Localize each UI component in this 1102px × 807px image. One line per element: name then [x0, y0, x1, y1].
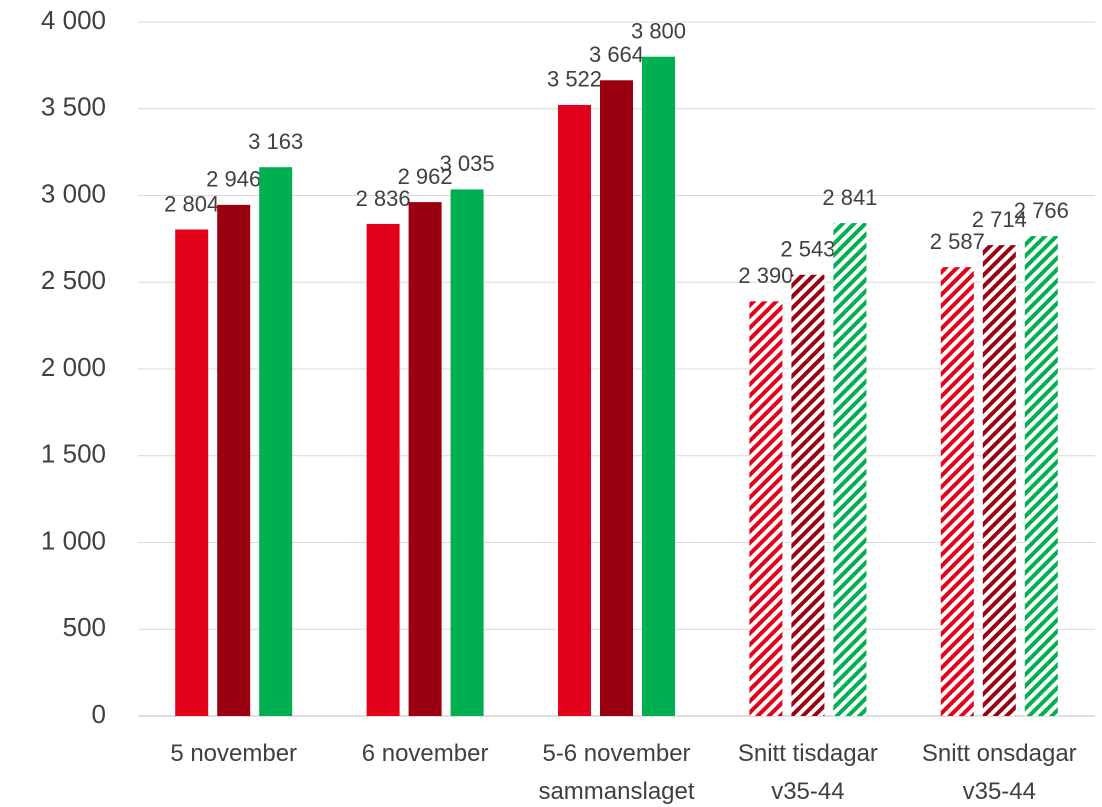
value-label: 2 946 — [206, 167, 261, 192]
bar — [940, 267, 974, 716]
y-tick-label: 3 000 — [41, 178, 106, 208]
y-tick-label: 500 — [63, 612, 106, 642]
bar — [1024, 236, 1058, 716]
value-label: 2 804 — [164, 191, 219, 216]
bar — [259, 167, 293, 717]
bar — [642, 56, 675, 716]
bar — [749, 301, 783, 716]
y-tick-label: 4 000 — [41, 5, 106, 35]
value-label: 2 836 — [356, 186, 411, 211]
value-label: 3 163 — [248, 129, 303, 154]
bar — [175, 229, 209, 717]
bar — [450, 189, 484, 717]
y-tick-label: 2 000 — [41, 352, 106, 382]
value-label: 2 962 — [398, 164, 453, 189]
bar — [217, 204, 251, 716]
value-label: 3 522 — [547, 67, 602, 92]
y-tick-label: 1 000 — [41, 525, 106, 555]
y-tick-label: 2 500 — [41, 265, 106, 295]
value-label: 2 587 — [930, 229, 985, 254]
bar — [558, 104, 591, 717]
bar — [791, 274, 825, 716]
x-tick-label: 6 november — [361, 740, 489, 767]
x-tick-label: 5 november — [170, 740, 298, 767]
value-label: 3 035 — [440, 151, 495, 176]
x-tick-label: Snitt tisdagar v35-44 — [737, 740, 878, 805]
bar — [408, 202, 442, 716]
value-label: 2 714 — [972, 207, 1027, 232]
y-tick-label: 0 — [92, 699, 106, 729]
bar — [982, 245, 1016, 716]
bar — [833, 223, 867, 717]
x-tick-label: 5-6 november sammanslaget — [538, 740, 695, 805]
bar — [366, 223, 400, 717]
value-label: 2 543 — [780, 237, 835, 262]
value-label: 3 664 — [589, 42, 644, 67]
value-label: 2 841 — [822, 185, 877, 210]
value-label: 2 766 — [1014, 198, 1069, 223]
y-tick-label: 1 500 — [41, 439, 106, 469]
value-label: 2 390 — [738, 263, 793, 288]
y-tick-label: 3 500 — [41, 92, 106, 122]
bar — [600, 80, 633, 716]
x-tick-label: Snitt onsdagar v35-44 — [921, 740, 1077, 805]
value-label: 3 800 — [631, 19, 686, 44]
